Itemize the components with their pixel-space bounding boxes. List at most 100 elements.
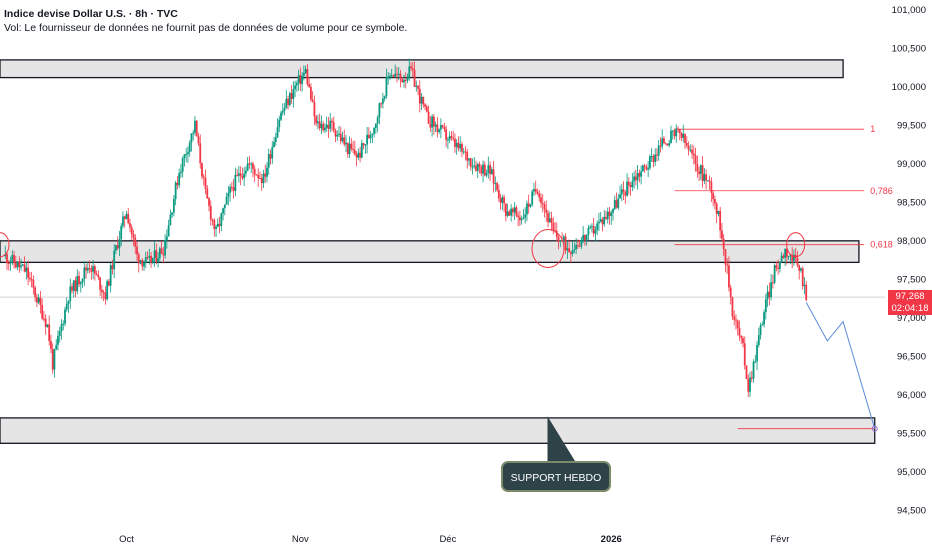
- candle-body: [278, 119, 281, 128]
- candle-body: [513, 207, 516, 213]
- candle-body: [617, 198, 620, 208]
- candle-body: [425, 106, 428, 112]
- candle-body: [561, 240, 563, 242]
- candle-body: [454, 138, 456, 147]
- candle-body: [304, 69, 307, 73]
- candle-body: [41, 305, 44, 319]
- candle-body: [120, 225, 123, 240]
- candle-body: [60, 324, 63, 332]
- candle-body: [492, 169, 495, 184]
- candle-body: [48, 324, 51, 341]
- candle-body: [568, 248, 571, 253]
- y-tick-label: 101,000: [892, 5, 926, 16]
- candle-body: [21, 264, 24, 266]
- candle-body: [392, 75, 395, 77]
- candle-body: [533, 189, 535, 192]
- candle-body: [99, 277, 102, 290]
- candle-body: [132, 234, 135, 238]
- candle-body: [285, 98, 288, 109]
- candle-body: [160, 248, 163, 254]
- candle-body: [109, 265, 112, 286]
- candle-body: [288, 93, 291, 105]
- candle-body: [116, 245, 119, 249]
- candle-body: [28, 277, 31, 280]
- fib-level-label: 0,618: [870, 240, 893, 250]
- candle-body: [220, 213, 223, 226]
- candle-body: [129, 223, 131, 228]
- candle-body: [641, 165, 644, 172]
- candle-body: [733, 316, 736, 320]
- candle-body: [429, 124, 432, 128]
- candle-body: [250, 163, 253, 165]
- candle-body: [411, 68, 414, 70]
- candle-body: [299, 75, 302, 85]
- candle-body: [139, 260, 142, 264]
- candle-body: [57, 336, 59, 345]
- candle-body: [680, 133, 683, 138]
- candle-body: [181, 158, 184, 172]
- candle-body: [708, 180, 711, 182]
- candle-body: [306, 69, 309, 85]
- candle-body: [694, 155, 697, 164]
- candle-body: [473, 165, 476, 167]
- candle-body: [447, 139, 449, 141]
- candle-body: [165, 236, 168, 240]
- candle-body: [650, 155, 653, 157]
- candle-body: [385, 77, 388, 97]
- candle-body: [192, 132, 195, 134]
- y-tick-label: 96,000: [897, 390, 926, 401]
- candle-body: [127, 213, 130, 224]
- candle-body: [311, 99, 314, 102]
- candle-body: [573, 249, 576, 251]
- candle-body: [445, 129, 448, 141]
- candle-body: [267, 154, 270, 168]
- candle-body: [34, 287, 37, 298]
- candle-body: [703, 174, 706, 182]
- candle-body: [671, 130, 674, 132]
- candle-body: [273, 142, 275, 148]
- candle-body: [431, 116, 433, 128]
- y-tick-label: 99,500: [897, 120, 926, 131]
- candle-body: [534, 189, 537, 192]
- candle-body: [274, 137, 277, 143]
- candle-body: [761, 324, 764, 326]
- candle-body: [294, 85, 296, 90]
- candle-body: [805, 284, 808, 301]
- candle-body: [771, 282, 774, 284]
- candle-body: [339, 133, 342, 142]
- candle-body: [406, 77, 409, 81]
- candle-body: [622, 189, 625, 192]
- candle-body: [46, 324, 49, 328]
- candle-body: [571, 250, 574, 254]
- candle-body: [475, 165, 477, 171]
- candle-body: [545, 209, 548, 213]
- candle-body: [178, 173, 181, 186]
- candle-body: [252, 163, 254, 169]
- candle-body: [334, 130, 337, 137]
- candle-body: [777, 267, 780, 269]
- candle-body: [585, 234, 588, 240]
- candle-body: [281, 110, 284, 113]
- support-callout[interactable]: SUPPORT HEBDO 96.00: [501, 461, 611, 515]
- candle-body: [547, 212, 549, 223]
- candle-body: [106, 281, 109, 300]
- candle-body: [434, 124, 437, 127]
- candle-body: [72, 280, 75, 291]
- candle-body: [420, 96, 423, 104]
- candle-body: [742, 338, 744, 344]
- highlight-circle: [531, 229, 565, 269]
- projection-endpoint: [871, 425, 878, 432]
- y-tick-label: 98,500: [897, 197, 926, 208]
- candle-body: [9, 262, 12, 264]
- candle-body: [578, 245, 581, 247]
- candle-body: [599, 219, 602, 222]
- candle-body: [582, 235, 585, 240]
- candle-body: [216, 223, 219, 227]
- candle-body: [647, 168, 650, 170]
- candle-body: [494, 183, 497, 185]
- candle-body: [352, 148, 354, 150]
- candle-body: [280, 112, 282, 120]
- candle-body: [309, 87, 312, 100]
- candle-body: [557, 236, 560, 242]
